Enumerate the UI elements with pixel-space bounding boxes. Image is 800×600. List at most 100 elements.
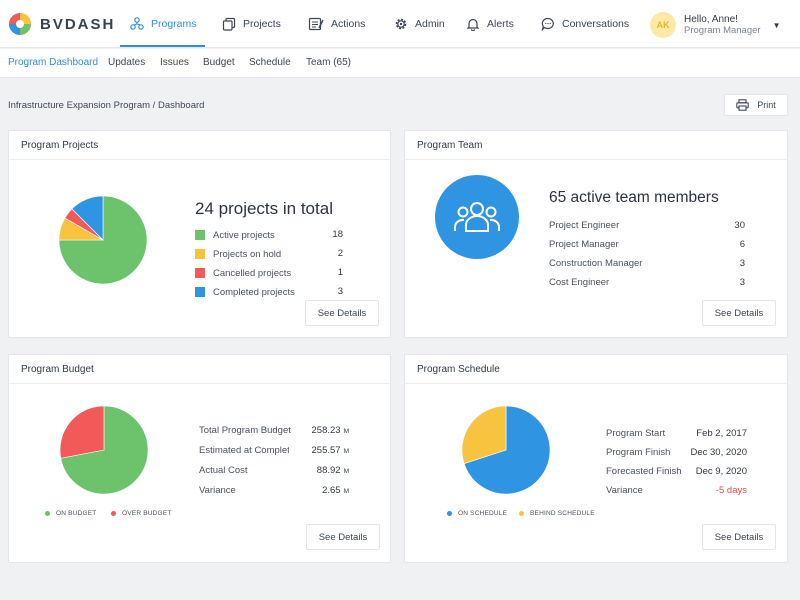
schedule-label: Variance — [606, 485, 643, 496]
nav-actions[interactable]: Actions — [308, 0, 365, 48]
schedule-value: Feb 2, 2017 — [696, 428, 747, 439]
breadcrumb: Infrastructure Expansion Program / Dashb… — [8, 100, 205, 111]
legend-label: Active projects — [213, 229, 275, 241]
legend-item: Cancelled projects — [195, 266, 291, 280]
budget-value: 88.92 M — [316, 465, 349, 476]
nav-admin[interactable]: Admin — [394, 0, 445, 48]
budget-label: Variance — [199, 485, 236, 496]
pie-slice-active — [58, 195, 148, 285]
legend-value: 18 — [332, 229, 343, 240]
budget-value: 255.57 M — [289, 445, 349, 456]
pie-slice-behind-schedule — [461, 405, 507, 464]
chat-icon — [541, 17, 555, 31]
subnav-updates[interactable]: Updates — [108, 57, 146, 68]
schedule-label: Program Finish — [606, 447, 671, 458]
nav-label: Admin — [415, 18, 445, 30]
actions-icon — [308, 17, 324, 31]
bell-icon — [466, 17, 480, 31]
schedule-label: Program Start — [606, 428, 666, 439]
card-title: Program Schedule — [417, 364, 500, 375]
legend-value: 3 — [337, 286, 343, 297]
nav-label: Actions — [331, 18, 366, 30]
legend-swatch — [195, 287, 205, 297]
team-role-count: 30 — [734, 220, 745, 231]
subnav-budget[interactable]: Budget — [203, 57, 235, 68]
program-schedule-card: Program Schedule ON SCHEDULE BEHIND SCHE… — [404, 354, 788, 563]
legend-item: Active projects — [195, 228, 275, 242]
schedule-label: Forecasted Finish — [606, 466, 682, 477]
program-team-card: Program Team 65 active team members Proj… — [404, 130, 788, 338]
subnav-schedule[interactable]: Schedule — [249, 57, 291, 68]
brand[interactable]: BVDASH — [8, 12, 115, 36]
schedule-value: Dec 9, 2020 — [695, 466, 747, 477]
card-title: Program Team — [417, 140, 483, 151]
budget-value: 2.65 M — [322, 485, 349, 496]
print-label: Print — [757, 100, 776, 110]
legend-swatch — [195, 230, 205, 240]
team-see-details-button[interactable]: See Details — [702, 300, 776, 326]
team-role-label: Project Manager — [549, 239, 619, 250]
legend-swatch — [195, 268, 205, 278]
team-icon — [435, 175, 519, 259]
budget-see-details-button[interactable]: See Details — [306, 524, 380, 550]
user-greeting: Hello, Anne! — [684, 14, 738, 25]
legend-label: Completed projects — [213, 286, 295, 298]
budget-value: 258.23 M — [311, 425, 349, 436]
legend-value: 2 — [337, 248, 343, 259]
legend-label: Projects on hold — [213, 248, 282, 260]
printer-icon — [736, 99, 749, 111]
user-menu[interactable]: AK Hello, Anne! Program Manager ▼ — [650, 12, 780, 38]
gear-icon — [394, 17, 408, 31]
legend-swatch — [195, 249, 205, 259]
subnav-team[interactable]: Team (65) — [306, 57, 352, 68]
nav-label: Projects — [243, 18, 281, 30]
team-role-label: Project Engineer — [549, 220, 620, 231]
team-role-count: 6 — [739, 239, 745, 250]
avatar: AK — [650, 12, 676, 38]
card-title: Program Budget — [21, 364, 94, 375]
top-bar: BVDASH Programs Projects Actions Admin A… — [0, 0, 800, 48]
budget-label: Actual Cost — [199, 465, 248, 476]
card-title: Program Projects — [21, 140, 99, 151]
projects-see-details-button[interactable]: See Details — [305, 300, 379, 326]
nav-projects[interactable]: Projects — [222, 0, 281, 48]
legend-label: BEHIND SCHEDULE — [530, 510, 595, 517]
schedule-pie-chart — [461, 405, 551, 495]
subnav-issues[interactable]: Issues — [160, 57, 189, 68]
program-projects-card: Program Projects 24 projects in total Ac… — [8, 130, 391, 338]
nav-conversations[interactable]: Conversations — [541, 0, 629, 48]
schedule-value: Dec 30, 2020 — [690, 447, 747, 458]
nav-alerts[interactable]: Alerts — [466, 0, 514, 48]
pie-slice-on-budget — [60, 405, 149, 495]
team-role-label: Construction Manager — [549, 258, 643, 269]
pie-slice-completed — [71, 195, 104, 241]
legend-item: Projects on hold — [195, 247, 281, 261]
sub-nav: Program Dashboard Updates Issues Budget … — [0, 49, 800, 78]
projects-pie-chart — [58, 195, 148, 285]
schedule-see-details-button[interactable]: See Details — [702, 524, 776, 550]
nav-label: Conversations — [562, 18, 630, 30]
budget-legend-over: OVER BUDGET — [111, 510, 172, 517]
nav-programs[interactable]: Programs — [130, 0, 197, 48]
pie-slice-on-schedule — [463, 405, 551, 495]
budget-label: Total Program Budget — [199, 425, 291, 436]
team-role-count: 3 — [739, 258, 745, 269]
team-role-label: Cost Engineer — [549, 277, 610, 288]
brand-logo-icon — [9, 13, 31, 35]
subnav-program-dashboard[interactable]: Program Dashboard — [8, 57, 99, 68]
nav-label: Programs — [151, 18, 197, 30]
legend-label: ON BUDGET — [56, 510, 97, 517]
schedule-variance-value: -5 days — [715, 485, 747, 496]
legend-label: OVER BUDGET — [122, 510, 172, 517]
projects-headline: 24 projects in total — [195, 199, 333, 218]
user-role: Program Manager — [684, 25, 761, 36]
print-button[interactable]: Print — [724, 94, 788, 116]
schedule-legend-behind: BEHIND SCHEDULE — [519, 510, 595, 517]
legend-value: 1 — [337, 267, 343, 278]
caret-down-icon: ▼ — [772, 20, 781, 30]
program-budget-card: Program Budget ON BUDGET OVER BUDGET Tot… — [8, 354, 391, 563]
schedule-legend-on: ON SCHEDULE — [447, 510, 507, 517]
projects-icon — [222, 17, 236, 31]
budget-legend-on: ON BUDGET — [45, 510, 96, 517]
budget-pie-chart — [59, 405, 149, 495]
